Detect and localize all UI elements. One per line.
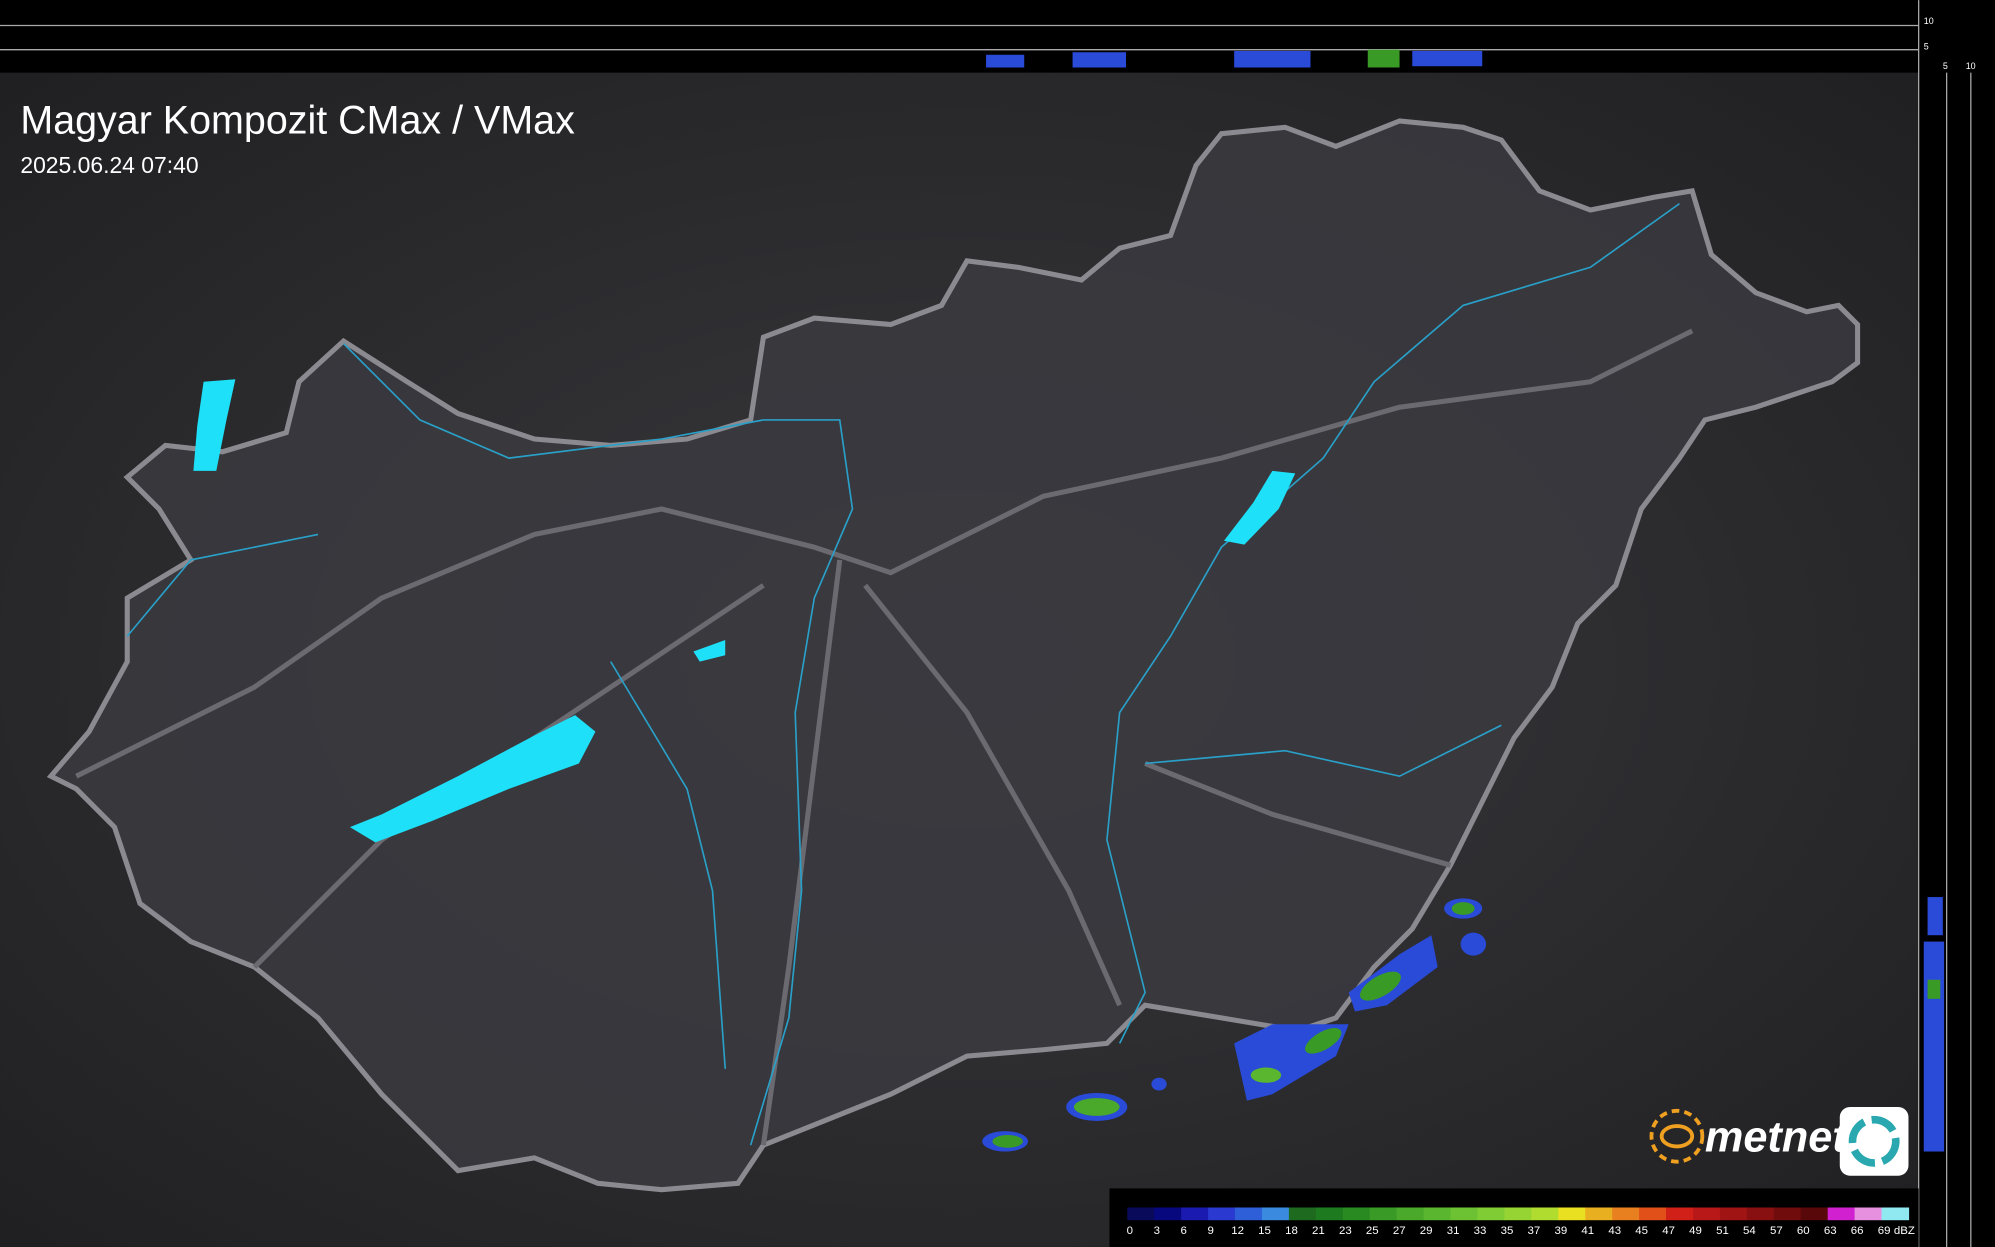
legend-swatch bbox=[1288, 1207, 1317, 1221]
legend-swatch bbox=[1208, 1207, 1236, 1221]
legend-swatch bbox=[1154, 1207, 1182, 1221]
legend-label: 9 bbox=[1207, 1225, 1213, 1237]
legend-swatch bbox=[1127, 1207, 1155, 1221]
legend-label: 31 bbox=[1447, 1225, 1460, 1237]
legend-swatch bbox=[1881, 1207, 1910, 1221]
legend-label: 12 bbox=[1231, 1225, 1244, 1237]
legend-swatch bbox=[1827, 1207, 1856, 1221]
legend-label: 27 bbox=[1393, 1225, 1406, 1237]
legend-swatch bbox=[1396, 1207, 1425, 1221]
legend-swatch bbox=[1746, 1207, 1775, 1221]
timestamp: 2025.06.24 07:40 bbox=[20, 152, 198, 178]
legend: 0 3 6 9 12 15 18 21 23 25 27 29 31 33 35 37 39 41 43 45 47 49… bbox=[1127, 1207, 1915, 1237]
legend-swatch bbox=[1235, 1207, 1263, 1221]
brand-logo: metnet bbox=[1649, 1106, 1909, 1176]
radar-echoes bbox=[982, 898, 1487, 1152]
legend-label: 35 bbox=[1501, 1225, 1514, 1237]
legend-swatch bbox=[1612, 1207, 1640, 1221]
lakes bbox=[193, 379, 1296, 843]
legend-label: 15 bbox=[1258, 1225, 1271, 1237]
legend-label: 69 bbox=[1878, 1225, 1891, 1237]
legend-unit: dBZ bbox=[1894, 1225, 1915, 1237]
panel-label: 10 bbox=[1966, 61, 1976, 71]
panel-echoes bbox=[986, 49, 1945, 1152]
legend-label: 41 bbox=[1581, 1225, 1594, 1237]
legend-swatch bbox=[1531, 1207, 1559, 1221]
legend-label: 39 bbox=[1554, 1225, 1567, 1237]
legend-label: 57 bbox=[1770, 1225, 1783, 1237]
rivers bbox=[126, 202, 1680, 1146]
panel-label: 10 bbox=[1924, 16, 1934, 26]
legend-label: 21 bbox=[1312, 1225, 1325, 1237]
legend-swatch bbox=[1854, 1207, 1883, 1221]
legend-label: 47 bbox=[1662, 1225, 1675, 1237]
legend-swatch bbox=[1719, 1207, 1748, 1221]
legend-label: 60 bbox=[1797, 1225, 1810, 1237]
legend-label: 45 bbox=[1635, 1225, 1648, 1237]
legend-label: 43 bbox=[1608, 1225, 1621, 1237]
legend-swatch bbox=[1639, 1207, 1667, 1221]
legend-swatch bbox=[1261, 1207, 1290, 1221]
legend-swatch bbox=[1450, 1207, 1479, 1221]
legend-swatch bbox=[1342, 1207, 1371, 1221]
legend-swatch bbox=[1585, 1207, 1613, 1221]
legend-swatch bbox=[1315, 1207, 1344, 1221]
legend-swatch bbox=[1773, 1207, 1802, 1221]
legend-label: 25 bbox=[1366, 1225, 1379, 1237]
legend-swatch bbox=[1800, 1207, 1829, 1221]
legend-label: 3 bbox=[1154, 1225, 1160, 1237]
brand: metnet bbox=[1705, 1114, 1848, 1162]
legend-label: 51 bbox=[1716, 1225, 1729, 1237]
legend-label: 23 bbox=[1339, 1225, 1352, 1237]
legend-label: 33 bbox=[1474, 1225, 1487, 1237]
panel-label: 5 bbox=[1924, 42, 1929, 52]
legend-label: 63 bbox=[1824, 1225, 1837, 1237]
legend-label: 54 bbox=[1743, 1225, 1756, 1237]
legend-swatch bbox=[1369, 1207, 1398, 1221]
legend-label: 18 bbox=[1285, 1225, 1298, 1237]
legend-label: 49 bbox=[1689, 1225, 1702, 1237]
legend-label: 37 bbox=[1528, 1225, 1541, 1237]
legend-swatch bbox=[1504, 1207, 1532, 1221]
legend-swatch bbox=[1477, 1207, 1506, 1221]
panel-label: 5 bbox=[1943, 61, 1948, 71]
legend-label: 6 bbox=[1181, 1225, 1187, 1237]
country-border bbox=[46, 118, 1861, 1193]
legend-label: 0 bbox=[1127, 1225, 1133, 1237]
legend-label: 66 bbox=[1851, 1225, 1864, 1237]
legend-swatch bbox=[1181, 1207, 1209, 1221]
legend-swatch bbox=[1692, 1207, 1721, 1221]
legend-swatch bbox=[1423, 1207, 1452, 1221]
title: Magyar Kompozit CMax / VMax bbox=[20, 99, 575, 143]
legend-label: 29 bbox=[1420, 1225, 1433, 1237]
legend-swatch bbox=[1558, 1207, 1586, 1221]
legend-swatch bbox=[1666, 1207, 1694, 1221]
